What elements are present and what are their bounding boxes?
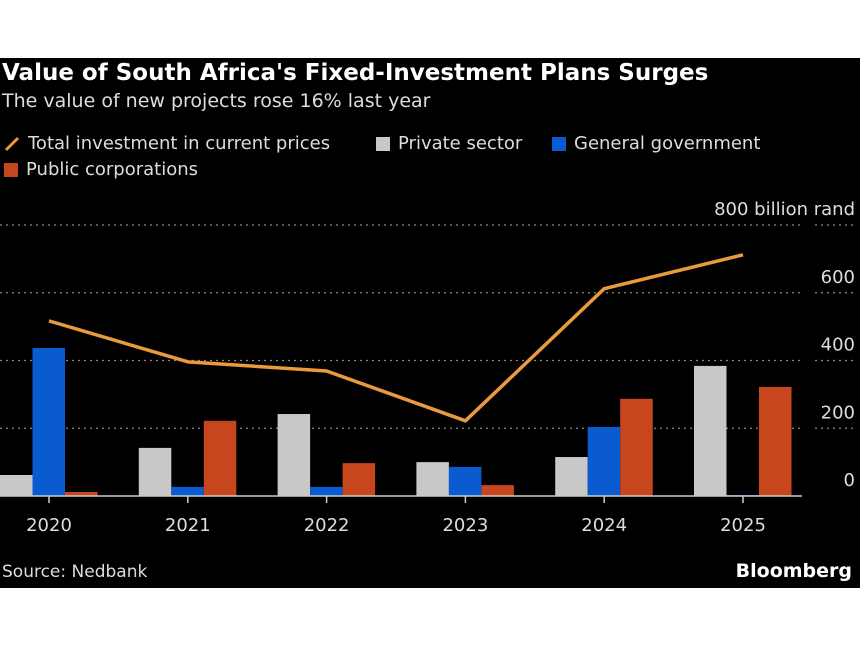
legend-swatch (4, 162, 18, 177)
y-tick-label: 400 (821, 335, 855, 356)
x-tick-label: 2025 (720, 515, 766, 536)
bar-private-sector (416, 462, 449, 496)
legend-label: General government (574, 133, 761, 154)
y-tick-label: 800 billion rand (714, 199, 855, 220)
bar-public-corporations (759, 386, 792, 496)
bar-private-sector (138, 447, 172, 496)
legend-item-private: Private sector (376, 133, 522, 154)
bar-general-government (310, 486, 343, 496)
bar-private-sector (555, 457, 588, 496)
legend-label: Total investment in current prices (28, 133, 331, 154)
x-tick-label: 2022 (304, 515, 350, 536)
bar-public-corporations (203, 420, 237, 496)
chart-background (0, 58, 860, 588)
legend-label: Public corporations (26, 159, 199, 180)
y-tick-label: 200 (821, 402, 855, 423)
chart-title: Value of South Africa's Fixed-Investment… (2, 60, 709, 86)
bar-public-corporations (481, 485, 514, 496)
bar-private-sector (694, 365, 727, 496)
line-total-investment (48, 253, 744, 423)
y-tick-label: 0 (844, 470, 855, 491)
bar-general-government (587, 426, 621, 496)
x-tick-label: 2024 (581, 515, 627, 536)
bar-public-corporations (342, 463, 376, 496)
bar-general-government (171, 486, 204, 496)
legend-item-total: Total investment in current prices (4, 133, 330, 154)
legend-label: Private sector (398, 133, 523, 154)
bar-general-government (32, 347, 65, 496)
bloomberg-logo: Bloomberg (735, 560, 852, 582)
y-tick-label: 600 (821, 267, 855, 288)
legend-item-government: General government (552, 133, 760, 154)
source-note: Source: Nedbank (2, 562, 148, 582)
legend-item-public-corporations: Public corporations (4, 159, 198, 180)
legend-swatch (552, 136, 566, 151)
bar-public-corporations (65, 491, 98, 496)
x-tick-label: 2021 (165, 515, 211, 536)
x-tick-label: 2023 (442, 515, 488, 536)
bar-private-sector (277, 414, 311, 496)
legend-swatch (376, 136, 390, 151)
chart-subtitle: The value of new projects rose 16% last … (2, 90, 431, 112)
bar-private-sector (0, 474, 33, 496)
bar-public-corporations (620, 398, 653, 496)
bar-general-government (448, 466, 482, 496)
legend-line-icon (4, 136, 20, 151)
x-tick-label: 2020 (26, 515, 72, 536)
